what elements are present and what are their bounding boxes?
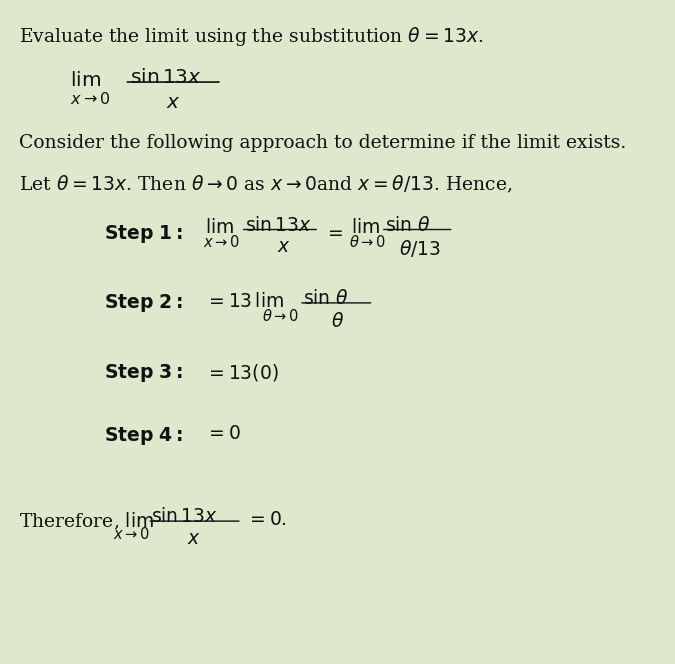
- Text: Consider the following approach to determine if the limit exists.: Consider the following approach to deter…: [18, 133, 626, 151]
- Text: Therefore, $\lim$: Therefore, $\lim$: [18, 511, 154, 532]
- Text: $\mathbf{Step\ 4:}$: $\mathbf{Step\ 4:}$: [105, 424, 183, 447]
- Text: $\theta{\rightarrow}0$: $\theta{\rightarrow}0$: [349, 234, 386, 250]
- Text: $\mathbf{Step\ 1:}$: $\mathbf{Step\ 1:}$: [105, 223, 183, 245]
- Text: $\lim$: $\lim$: [350, 218, 380, 237]
- Text: $= 0.$: $= 0.$: [246, 511, 287, 529]
- Text: $\sin\,\theta$: $\sin\,\theta$: [385, 216, 431, 235]
- Text: $x$: $x$: [277, 238, 291, 256]
- Text: $=$: $=$: [323, 223, 343, 241]
- Text: $\lim$: $\lim$: [70, 71, 101, 90]
- Text: $\sin\,\theta$: $\sin\,\theta$: [303, 289, 349, 308]
- Text: $\lim$: $\lim$: [205, 218, 234, 237]
- Text: $\theta{\rightarrow}0$: $\theta{\rightarrow}0$: [262, 307, 299, 323]
- Text: Let $\theta = 13x$. Then $\theta \rightarrow 0$ as $x \rightarrow 0$and $x = \th: Let $\theta = 13x$. Then $\theta \righta…: [18, 173, 512, 195]
- Text: $= 0$: $= 0$: [205, 424, 240, 443]
- Text: $\sin 13x$: $\sin 13x$: [130, 68, 202, 86]
- Text: $\sin 13x$: $\sin 13x$: [244, 216, 312, 235]
- Text: $\theta/13$: $\theta/13$: [399, 238, 441, 259]
- Text: $\mathbf{Step\ 3:}$: $\mathbf{Step\ 3:}$: [105, 362, 183, 384]
- Text: $= 13\,\lim$: $= 13\,\lim$: [205, 292, 284, 311]
- Text: $x$: $x$: [166, 93, 181, 112]
- Text: $x{\rightarrow}0$: $x{\rightarrow}0$: [70, 91, 111, 108]
- Text: $x{\rightarrow}0$: $x{\rightarrow}0$: [203, 234, 240, 250]
- Text: $\sin 13x$: $\sin 13x$: [151, 507, 219, 527]
- Text: $= 13(0)$: $= 13(0)$: [205, 362, 278, 382]
- Text: $x{\rightarrow}0$: $x{\rightarrow}0$: [113, 526, 151, 542]
- Text: $\theta$: $\theta$: [331, 312, 344, 331]
- Text: $\mathbf{Step\ 2:}$: $\mathbf{Step\ 2:}$: [105, 292, 183, 314]
- Text: Evaluate the limit using the substitution $\theta = 13x$.: Evaluate the limit using the substitutio…: [18, 25, 483, 48]
- Text: $x$: $x$: [188, 531, 201, 548]
